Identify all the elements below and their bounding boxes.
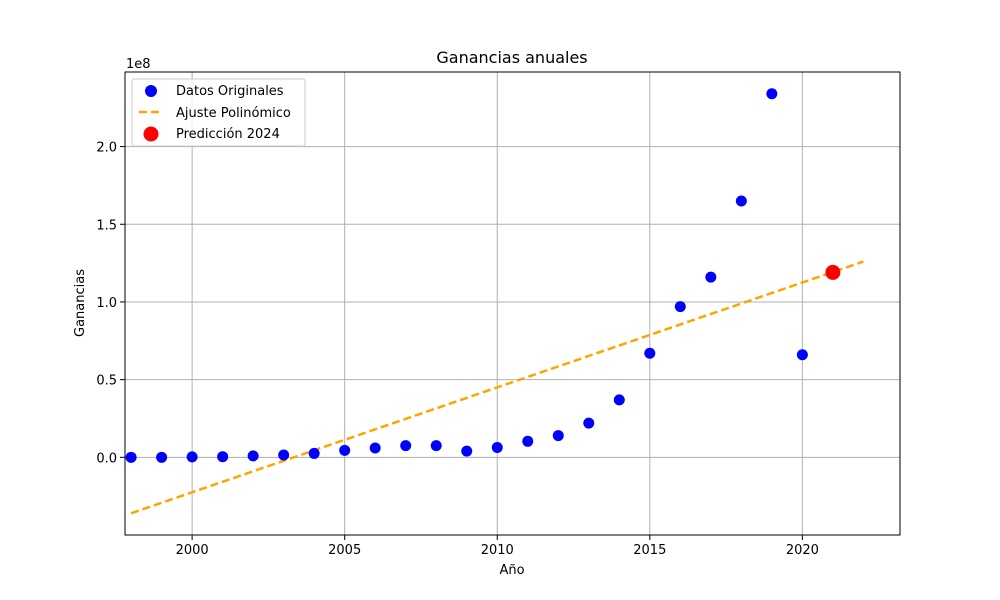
data-point: [430, 440, 442, 452]
data-point: [583, 417, 595, 429]
data-point: [156, 451, 168, 463]
y-tick-label: 0.0: [96, 451, 117, 466]
x-tick-label: 2010: [481, 543, 514, 558]
data-point: [766, 88, 778, 100]
data-point: [308, 447, 320, 459]
fit-line: [130, 260, 864, 515]
data-point: [796, 349, 808, 361]
legend-label-datos-originales: Datos Originales: [176, 84, 284, 99]
data-point: [522, 435, 534, 447]
data-point: [491, 442, 503, 454]
data-point: [644, 347, 656, 359]
legend-box: [131, 78, 306, 147]
data-point: [217, 451, 229, 463]
plot-area: [125, 88, 864, 515]
x-tick-label: 2000: [176, 543, 209, 558]
data-point: [400, 440, 412, 452]
chart-title: Ganancias anuales: [436, 48, 587, 67]
legend-marker-datos-originales: [145, 85, 157, 97]
y-scale-label: 1e8: [126, 57, 151, 72]
y-tick-label: 0.5: [96, 374, 117, 389]
data-point: [674, 301, 686, 313]
legend: Datos Originales Ajuste Polinómico Predi…: [131, 78, 306, 147]
grid: [125, 72, 900, 535]
data-point: [278, 449, 290, 461]
data-point: [369, 442, 381, 454]
x-tick-label: 2015: [633, 543, 666, 558]
x-tick-label: 2005: [328, 543, 361, 558]
y-tick-label: 1.5: [96, 218, 117, 233]
axes-frame: [124, 71, 901, 536]
data-point: [461, 445, 473, 457]
legend-label-prediccion-2024: Predicción 2024: [176, 127, 280, 142]
prediction-point: [825, 264, 841, 280]
y-axis-label: Ganancias: [73, 269, 88, 337]
ticks: 2000 2005 2010 2015 2020 0.0 0.5 1.0 1.5 2.0: [96, 141, 819, 558]
data-point: [247, 450, 259, 462]
data-point: [125, 451, 137, 463]
data-point: [186, 451, 198, 463]
x-tick-label: 2020: [786, 543, 819, 558]
legend-marker-prediccion-2024: [143, 126, 159, 142]
data-point: [552, 430, 564, 442]
data-point: [613, 394, 625, 406]
x-axis-label: Año: [499, 563, 524, 578]
y-tick-label: 2.0: [96, 141, 117, 156]
y-tick-label: 1.0: [96, 296, 117, 311]
data-point: [339, 444, 351, 456]
data-point: [735, 195, 747, 207]
legend-label-ajuste-polinomico: Ajuste Polinómico: [176, 106, 291, 121]
data-point: [705, 271, 717, 283]
